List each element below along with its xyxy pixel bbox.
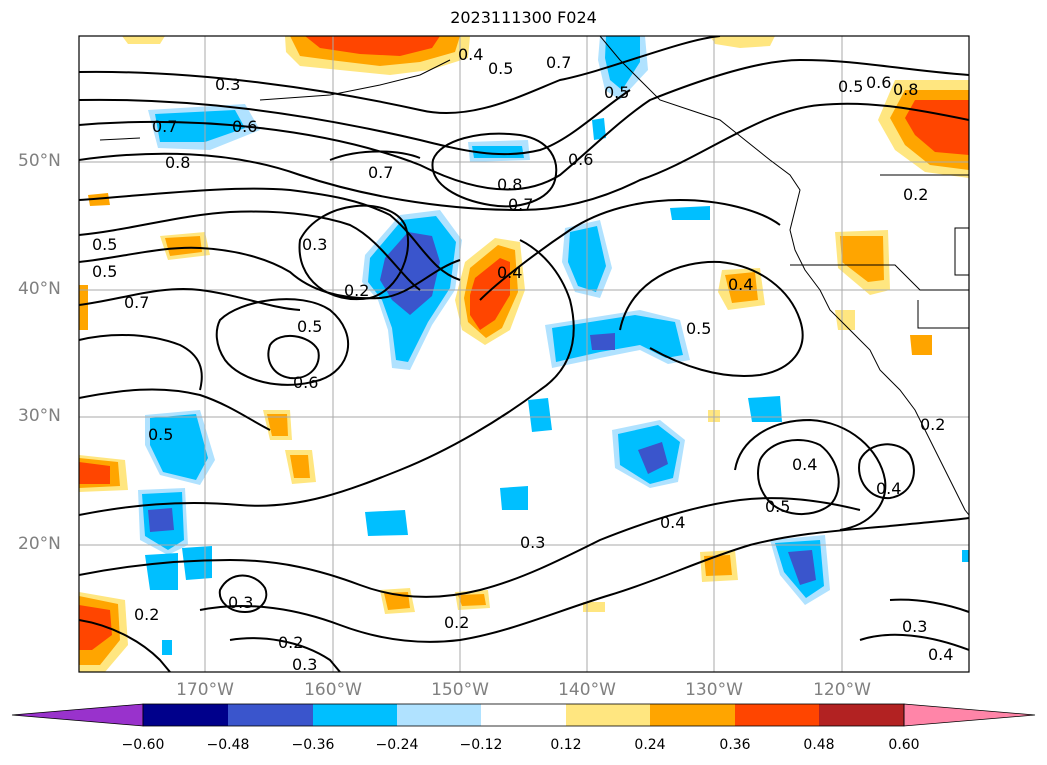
colorbar-tick-label: −0.48	[206, 737, 250, 753]
plot-title: 2023111300 F024	[450, 8, 597, 27]
colorbar-under-arrow	[11, 703, 144, 727]
contour-label: 0.6	[866, 73, 891, 92]
contour-label: 0.7	[508, 195, 533, 214]
contour-label: 0.6	[293, 373, 318, 392]
contour-label: 0.2	[444, 613, 469, 632]
contour-label: 0.3	[520, 533, 545, 552]
colorbar-tick-label: 0.36	[719, 737, 751, 753]
height-contours	[79, 36, 969, 672]
contour-label: 0.3	[902, 617, 927, 636]
lat-label-50n: 50°N	[18, 151, 61, 171]
colorbar-tick-label: −0.24	[375, 737, 419, 753]
contour-label: 0.8	[165, 153, 190, 172]
contour-label: 0.4	[792, 455, 817, 474]
contour-label: 0.4	[458, 45, 483, 64]
contour-label: 0.4	[928, 645, 953, 664]
contour-label: 0.7	[546, 53, 571, 72]
colorbar-tick-label: 0.24	[634, 737, 666, 753]
colorbar-segment	[143, 704, 228, 726]
colorbar-segment	[313, 704, 397, 726]
lon-label-150w: 150°W	[431, 680, 489, 700]
contour-label: 0.3	[228, 593, 253, 612]
colorbar-segment	[397, 704, 481, 726]
lat-label-30n: 30°N	[18, 406, 61, 426]
contour-label: 0.6	[232, 117, 257, 136]
colorbar-segment	[481, 704, 566, 726]
colorbar-tick-label: −0.12	[459, 737, 503, 753]
graticule	[79, 36, 969, 672]
contour-label: 0.4	[876, 479, 901, 498]
contour-label: 0.5	[838, 77, 863, 96]
lat-label-20n: 20°N	[18, 534, 61, 554]
contour-label-group: 0.3 0.7 0.6 0.8 0.4 0.5 0.7 0.5 0.7 0.6 …	[92, 45, 953, 674]
contour-label: 0.6	[568, 150, 593, 169]
lon-label-170w: 170°W	[176, 680, 234, 700]
lon-label-140w: 140°W	[558, 680, 616, 700]
colorbar-tick-label: −0.60	[121, 737, 165, 753]
colorbar-segment	[735, 704, 819, 726]
colorbar-tick-label: −0.36	[291, 737, 335, 753]
lon-label-160w: 160°W	[304, 680, 362, 700]
contour-label: 0.3	[292, 655, 317, 674]
contour-label: 0.2	[278, 633, 303, 652]
contour-label: 0.7	[368, 163, 393, 182]
colorbar	[11, 703, 1036, 727]
contour-label: 0.5	[297, 317, 322, 336]
coastlines	[99, 36, 969, 516]
map-frame	[78, 35, 970, 673]
contour-label: 0.5	[92, 235, 117, 254]
contour-label: 0.3	[215, 75, 240, 94]
contour-label: 0.5	[92, 262, 117, 281]
contour-label: 0.4	[660, 513, 685, 532]
contour-label: 0.2	[920, 415, 945, 434]
contour-label: 0.7	[124, 293, 149, 312]
contour-label: 0.8	[893, 80, 918, 99]
contour-label: 0.5	[488, 59, 513, 78]
contour-label: 0.5	[148, 425, 173, 444]
colorbar-tick-label: 0.48	[803, 737, 835, 753]
colorbar-segment	[228, 704, 313, 726]
colorbar-segment	[819, 704, 904, 726]
contour-label: 0.4	[497, 263, 522, 282]
contour-label: 0.5	[686, 319, 711, 338]
contour-label: 0.3	[302, 235, 327, 254]
colorbar-tick-label: 0.12	[550, 737, 582, 753]
contour-label: 0.2	[344, 281, 369, 300]
colorbar-over-arrow	[903, 703, 1036, 727]
lon-label-120w: 120°W	[813, 680, 871, 700]
contour-label: 0.2	[134, 605, 159, 624]
colorbar-segment	[650, 704, 735, 726]
contour-label: 0.8	[497, 175, 522, 194]
contour-label: 0.5	[604, 83, 629, 102]
colorbar-tick-label: 0.60	[888, 737, 920, 753]
contour-label: 0.4	[728, 275, 753, 294]
contour-label: 0.2	[903, 185, 928, 204]
contour-label: 0.5	[765, 497, 790, 516]
contour-label: 0.7	[152, 117, 177, 136]
map-plot-area: 0.3 0.7 0.6 0.8 0.4 0.5 0.7 0.5 0.7 0.6 …	[79, 36, 969, 674]
lon-label-130w: 130°W	[685, 680, 743, 700]
colorbar-segment	[566, 704, 650, 726]
lat-label-40n: 40°N	[18, 279, 61, 299]
